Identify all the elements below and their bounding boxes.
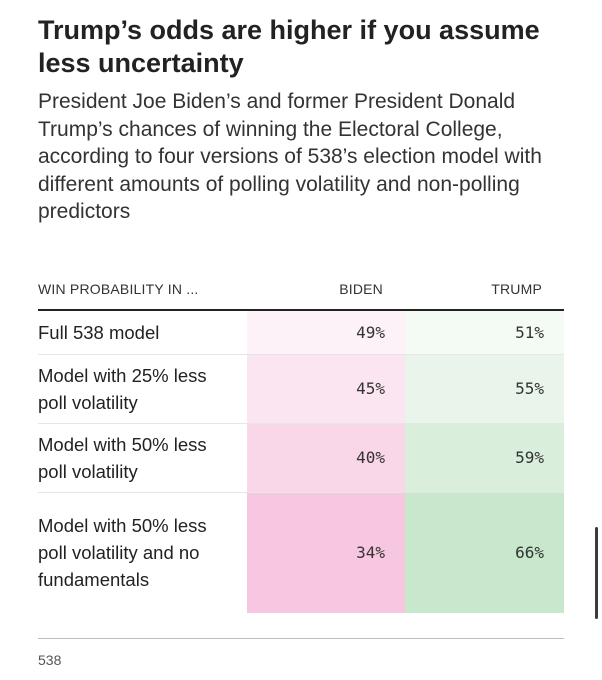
chart-subtitle: President Joe Biden’s and former Preside… [38,90,542,223]
biden-value-cell: 40% [247,423,405,493]
trump-value-cell: 55% [405,354,564,424]
table-row: Model with 50% less poll volatility 40% … [38,423,564,493]
biden-value-cell: 45% [247,354,405,424]
model-label: Full 538 model [38,310,247,355]
table-row: Model with 25% less poll volatility 45% … [38,354,564,424]
chart-title: Trump’s odds are higher if you assume le… [38,15,540,78]
column-header-biden: BIDEN [247,268,405,311]
trump-value-cell: 59% [405,423,564,493]
biden-value-cell: 34% [247,492,405,613]
footer-divider [38,638,564,639]
column-header-model: WIN PROBABILITY IN ... [38,268,247,311]
model-label: Model with 50% less poll volatility [38,423,247,493]
model-label: Model with 50% less poll volatility and … [38,515,207,591]
model-label: Model with 25% less poll volatility [38,354,247,424]
biden-value-cell: 49% [247,310,405,355]
trump-value-cell: 51% [405,310,564,355]
scrollbar-thumb[interactable] [595,527,598,619]
table-row: Model with 50% less poll volatility and … [38,492,564,613]
table-row: Full 538 model 49% 51% [38,310,564,355]
table-header-row: WIN PROBABILITY IN ... BIDEN TRUMP [38,268,564,311]
column-header-trump: TRUMP [405,268,564,311]
win-probability-table: WIN PROBABILITY IN ... BIDEN TRUMP Full … [38,268,564,613]
trump-value-cell: 66% [405,492,564,613]
source-credit: 538 [38,652,62,668]
